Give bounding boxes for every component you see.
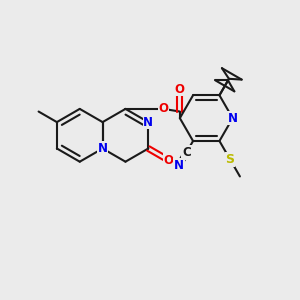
Text: O: O xyxy=(175,82,185,96)
Text: N: N xyxy=(174,158,184,172)
Text: O: O xyxy=(158,102,169,116)
Text: N: N xyxy=(228,112,238,124)
Text: S: S xyxy=(226,153,235,166)
Text: N: N xyxy=(98,142,108,155)
Text: O: O xyxy=(164,154,173,166)
Text: C: C xyxy=(182,146,191,159)
Text: N: N xyxy=(143,116,153,129)
